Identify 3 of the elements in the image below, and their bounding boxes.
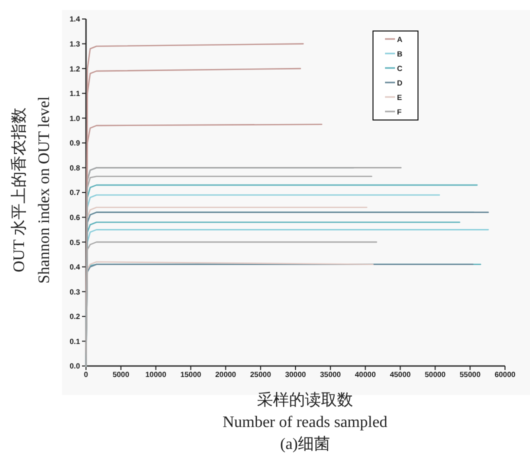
text: (a)细菌 <box>280 435 330 453</box>
y-axis-title: OUT 水平上的香农指数 Shannon index on OUT level <box>10 96 53 284</box>
x-axis-title: 采样的读取数 Number of reads sampled <box>222 391 388 431</box>
